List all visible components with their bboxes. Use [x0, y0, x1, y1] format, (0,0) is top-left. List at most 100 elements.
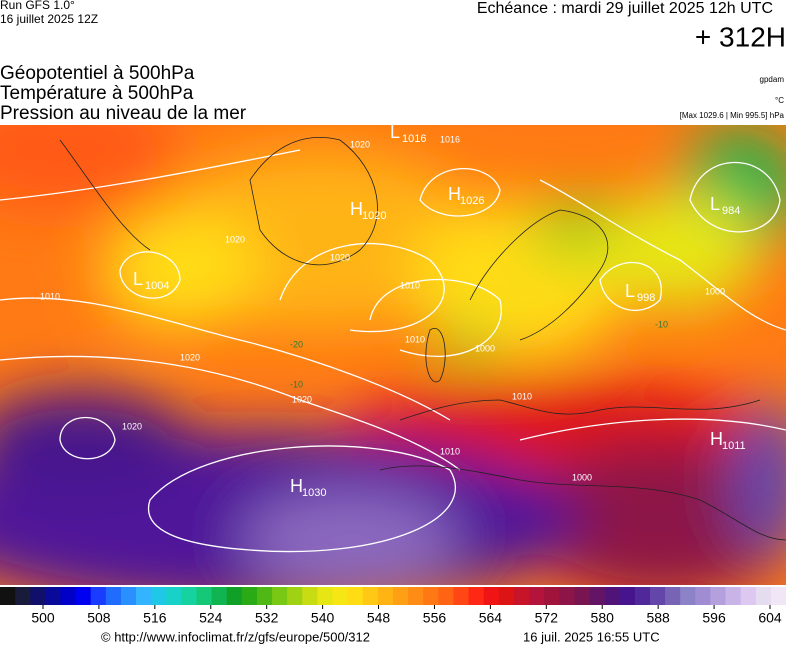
center-kind: H	[290, 476, 303, 496]
colorbar-swatch	[120, 587, 137, 605]
colorbar-label: 564	[479, 610, 503, 626]
center-kind: H	[448, 184, 461, 204]
center-kind: L	[133, 269, 143, 289]
source-url: © http://www.infoclimat.fr/z/gfs/europe/…	[101, 629, 370, 644]
unit-temperature: °C	[775, 96, 784, 105]
colorbar-label: 588	[646, 610, 670, 626]
contour-label: 1000	[572, 472, 592, 482]
unit-pressure: [Max 1029.6 | Min 995.5] hPa	[680, 111, 785, 120]
contour-label: -10	[655, 319, 668, 329]
contour-label: 1016	[440, 134, 460, 144]
colorbar-swatch	[483, 587, 500, 605]
field	[0, 125, 786, 585]
colorbar-label: 500	[31, 610, 55, 626]
colorbar-swatch	[649, 587, 666, 605]
contour-label: 1010	[405, 334, 425, 344]
colorbar-swatch	[362, 587, 379, 605]
colorbar-swatch	[725, 587, 742, 605]
colorbar-swatch	[181, 587, 197, 605]
colorbar-swatch	[377, 587, 394, 605]
colorbar-swatch	[60, 587, 77, 605]
colorbar-swatch	[544, 587, 560, 605]
colorbar-swatch	[332, 587, 349, 605]
center-kind: L	[390, 122, 400, 142]
colorbar-label: 556	[423, 610, 447, 626]
center-value: 998	[637, 292, 655, 304]
colorbar-swatch	[347, 587, 364, 605]
colorbar-swatch	[710, 587, 727, 605]
colorbar: 500 508 516 524 532 540 548 556 564 572 580 588 596 6…	[0, 587, 786, 626]
contour-label: 1020	[350, 139, 370, 149]
coastlines	[59, 137, 786, 541]
center-value: 1026	[460, 195, 484, 207]
forecast: Echéance : mardi 29 juillet 2025 12h UTC	[477, 0, 773, 17]
colorbar-swatch	[755, 587, 772, 605]
center-kind: H	[710, 429, 723, 449]
colorbar-swatch	[90, 587, 107, 605]
colorbar-swatch	[589, 587, 606, 605]
contour-label: 1020	[180, 352, 200, 362]
colorbar-swatch	[30, 587, 46, 605]
colorbar-label: 580	[591, 610, 615, 626]
contour-label: 1020	[225, 234, 245, 244]
center-value: 1011	[722, 440, 746, 452]
contour-label: 1020	[292, 394, 312, 404]
colorbar-swatch	[498, 587, 515, 605]
contour-label: 1020	[330, 252, 350, 262]
isobars	[0, 149, 786, 553]
contour-label: 1000	[475, 343, 495, 353]
colorbar-swatch	[166, 587, 182, 605]
contour-label: 1010	[440, 446, 460, 456]
colorbar-swatch	[241, 587, 258, 605]
colorbar-swatch	[15, 587, 31, 605]
title: Température à 500hPa	[0, 83, 194, 104]
center-value: 1020	[362, 210, 386, 222]
colorbar-swatch	[136, 587, 152, 605]
colorbar-label: 540	[311, 610, 335, 626]
colorbar-swatch	[453, 587, 470, 605]
center-value: 1030	[302, 487, 326, 499]
colorbar-swatch	[438, 587, 454, 605]
colorbar-swatch	[45, 587, 61, 605]
contour-label: 1010	[512, 391, 532, 401]
colorbar-swatch	[105, 587, 122, 605]
colorbar-swatch	[529, 587, 545, 605]
generated: 16 juil. 2025 16:55 UTC	[523, 629, 660, 644]
colorbar-swatch	[393, 587, 409, 605]
colorbar-swatch	[196, 587, 213, 605]
center-value: 1016	[402, 133, 426, 145]
colorbar-swatch	[408, 587, 424, 605]
colorbar-swatch	[740, 587, 757, 605]
colorbar-label: 596	[702, 610, 726, 626]
colorbar-label: 604	[758, 610, 782, 626]
center-value: 1004	[145, 280, 169, 292]
colorbar-swatch	[680, 587, 696, 605]
colorbar-swatch	[211, 587, 228, 605]
title: Géopotentiel à 500hPa	[0, 63, 195, 84]
contour-label: 1010	[400, 280, 420, 290]
unit-height: gpdam	[760, 75, 785, 84]
colorbar-swatch	[423, 587, 439, 605]
colorbar-label: 572	[535, 610, 559, 626]
center-kind: L	[710, 194, 720, 214]
colorbar-swatch	[287, 587, 303, 605]
center-value: 984	[722, 205, 740, 217]
center-kind: H	[350, 199, 363, 219]
colorbar-swatch	[559, 587, 575, 605]
run: Run GFS 1.0°	[0, 0, 75, 12]
contour-label: -10	[290, 379, 303, 389]
colorbar-swatch	[151, 587, 167, 605]
colorbar-swatch	[226, 587, 243, 605]
colorbar-swatch	[665, 587, 681, 605]
contour-label: 1020	[122, 421, 142, 431]
colorbar-swatch	[317, 587, 334, 605]
colorbar-label: 524	[199, 610, 223, 626]
colorbar-swatch	[0, 587, 16, 605]
run-date: 16 juillet 2025 12Z	[0, 12, 98, 26]
contour-label: -20	[290, 339, 303, 349]
contour-label: 1000	[705, 286, 725, 296]
colorbar-label: 508	[87, 610, 111, 626]
